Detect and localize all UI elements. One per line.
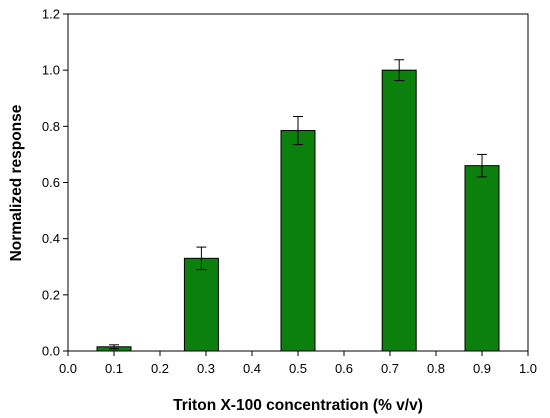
x-axis-label: Triton X-100 concentration (% v/v): [173, 397, 423, 414]
bar-1: [183, 257, 219, 352]
y-tick-label-3: 0.6: [42, 175, 60, 190]
x-tick-label-3: 0.3: [197, 361, 215, 376]
x-tick-label-2: 0.2: [151, 361, 169, 376]
y-axis-label: Normalized response: [8, 104, 25, 261]
x-tick-label-7: 0.7: [381, 361, 399, 376]
x-tick-label-0: 0.0: [59, 361, 77, 376]
y-tick-label-4: 0.8: [42, 119, 60, 134]
y-tick-label-1: 0.2: [42, 287, 60, 302]
x-tick-label-1: 0.1: [105, 361, 123, 376]
y-tick-label-2: 0.4: [42, 231, 60, 246]
bar-4: [464, 165, 500, 352]
bar-2: [280, 130, 316, 352]
x-tick-label-4: 0.4: [243, 361, 261, 376]
x-tick-label-9: 0.9: [473, 361, 491, 376]
x-tick-label-5: 0.5: [289, 361, 307, 376]
x-tick-label-8: 0.8: [427, 361, 445, 376]
y-tick-label-0: 0.0: [42, 344, 60, 359]
bar-3: [381, 69, 417, 352]
y-tick-label-5: 1.0: [42, 63, 60, 78]
x-tick-label-10: 1.0: [519, 361, 537, 376]
x-tick-label-6: 0.6: [335, 361, 353, 376]
y-tick-label-6: 1.2: [42, 7, 60, 22]
plot-area: 0.0 0.2 0.4 0.6 0.8 1.0 1.2 0.0 0.1 0.2 0.3 0.4 0.5 0…: [42, 7, 537, 377]
